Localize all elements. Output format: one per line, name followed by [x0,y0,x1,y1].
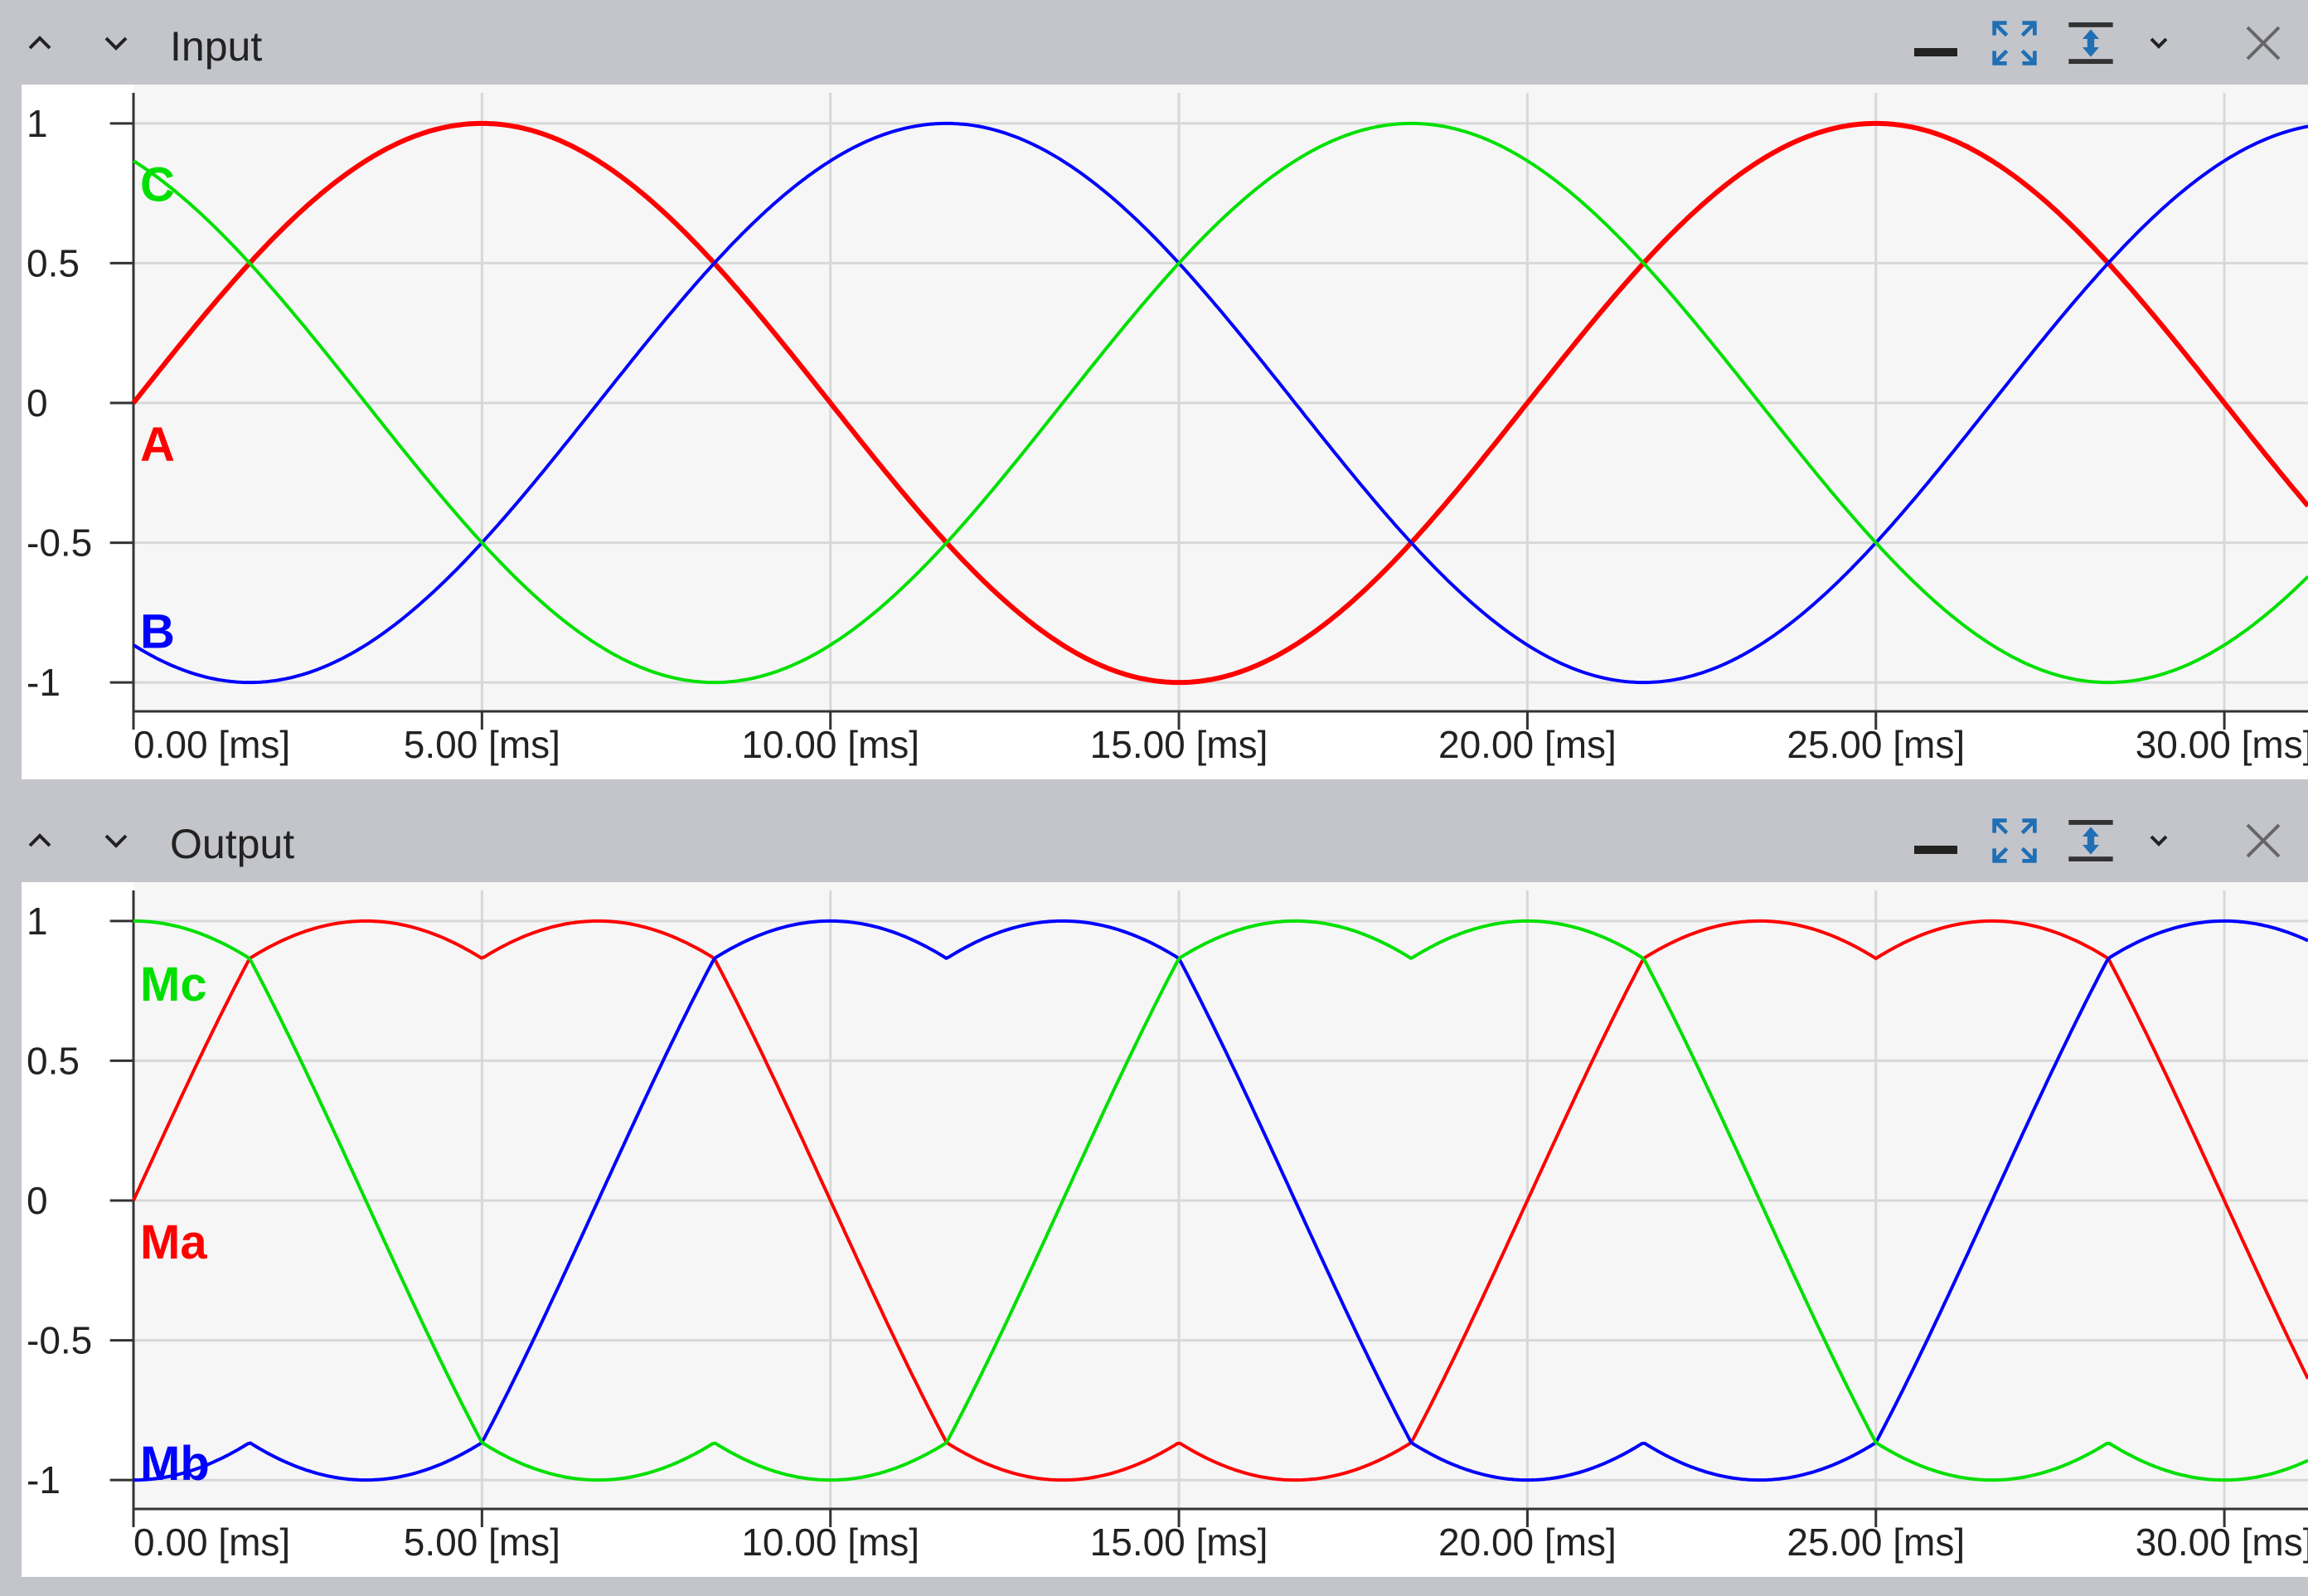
y-tick-label: -0.5 [27,521,92,565]
close-icon[interactable] [2238,18,2288,68]
autoscale-y-icon[interactable] [2066,18,2116,68]
y-tick-label: 0.5 [27,241,80,284]
y-tick-label: 1 [27,102,48,145]
series-label-ma: Ma [140,1215,207,1269]
x-tick-label: 0.00 [ms] [133,1521,290,1564]
dropdown-arrow-icon[interactable] [2134,816,2184,866]
series-label-mb: Mb [140,1437,210,1491]
x-tick-label: 15.00 [ms] [1090,723,1268,766]
series-line-ma [132,919,2308,1482]
series-label-c: C [140,158,175,212]
chevron-up-icon[interactable] [15,816,65,866]
y-tick-label: -1 [27,1458,61,1501]
chevron-up-icon[interactable] [15,18,65,68]
plot-background [133,85,2308,711]
x-tick-label: 10.00 [ms] [741,723,919,766]
y-tick-label: 0 [27,381,48,424]
x-tick-label: 20.00 [ms] [1438,1521,1617,1564]
plot-area[interactable]: 1 0.5 0 -0.5 -1 0.00 [ms] 5.00 [ms] 10.00 [ms] 1… [22,882,2308,1577]
minimize-icon[interactable] [1911,18,1961,68]
panel-title: Output [170,821,295,867]
series-line-mb [133,919,2308,1482]
x-tick-label: 10.00 [ms] [741,1521,919,1564]
y-tick-label: -0.5 [27,1319,92,1362]
series-label-a: A [140,418,175,472]
x-tick-label: 5.00 [ms] [404,1521,560,1564]
y-tick-label: 0.5 [27,1039,80,1082]
chevron-down-icon[interactable] [91,18,141,68]
x-tick-label: 15.00 [ms] [1090,1521,1268,1564]
series-line-c [132,121,2308,685]
input-scope-panel: Input 1 0.5 0 -0.5 -1 0.00 [ms] 5. [0,0,2308,779]
chevron-down-icon[interactable] [91,816,141,866]
x-tick-label: 25.00 [ms] [1787,1521,1965,1564]
y-tick-label: -1 [27,661,61,704]
output-scope-panel: Output 1 0.5 0 -0.5 -1 0.00 [ms] 5 [0,798,2308,1596]
x-tick-label: 0.00 [ms] [133,723,290,766]
close-icon[interactable] [2238,816,2288,866]
series-label-b: B [140,604,175,658]
x-tick-label: 30.00 [ms] [2136,1521,2308,1564]
series-line-b [132,121,2308,685]
fit-to-view-icon[interactable] [1990,816,2039,866]
plot-background [133,882,2308,1509]
x-tick-label: 5.00 [ms] [404,723,560,766]
input-waveform-chart[interactable]: 1 0.5 0 -0.5 -1 0.00 [ms] 5.00 [ms] 10.00 [ms] 1… [22,85,2308,779]
x-tick-label: 30.00 [ms] [2136,723,2308,766]
panel-header: Output [0,798,2308,882]
x-tick-label: 25.00 [ms] [1787,723,1965,766]
x-tick-label: 20.00 [ms] [1438,723,1617,766]
series-line-a [131,120,2308,686]
panel-header: Input [0,0,2308,85]
plot-area[interactable]: 1 0.5 0 -0.5 -1 0.00 [ms] 5.00 [ms] 10.00 [ms] 1… [22,85,2308,779]
dropdown-arrow-icon[interactable] [2134,18,2184,68]
y-tick-label: 1 [27,900,48,943]
fit-to-view-icon[interactable] [1990,18,2039,68]
minimize-icon[interactable] [1911,816,1961,866]
panel-title: Input [170,23,263,70]
output-waveform-chart[interactable]: 1 0.5 0 -0.5 -1 0.00 [ms] 5.00 [ms] 10.00 [ms] 1… [22,882,2308,1577]
autoscale-y-icon[interactable] [2066,816,2116,866]
y-tick-label: 0 [27,1179,48,1222]
series-label-mc: Mc [140,958,207,1011]
series-line-mc [133,919,2308,1482]
